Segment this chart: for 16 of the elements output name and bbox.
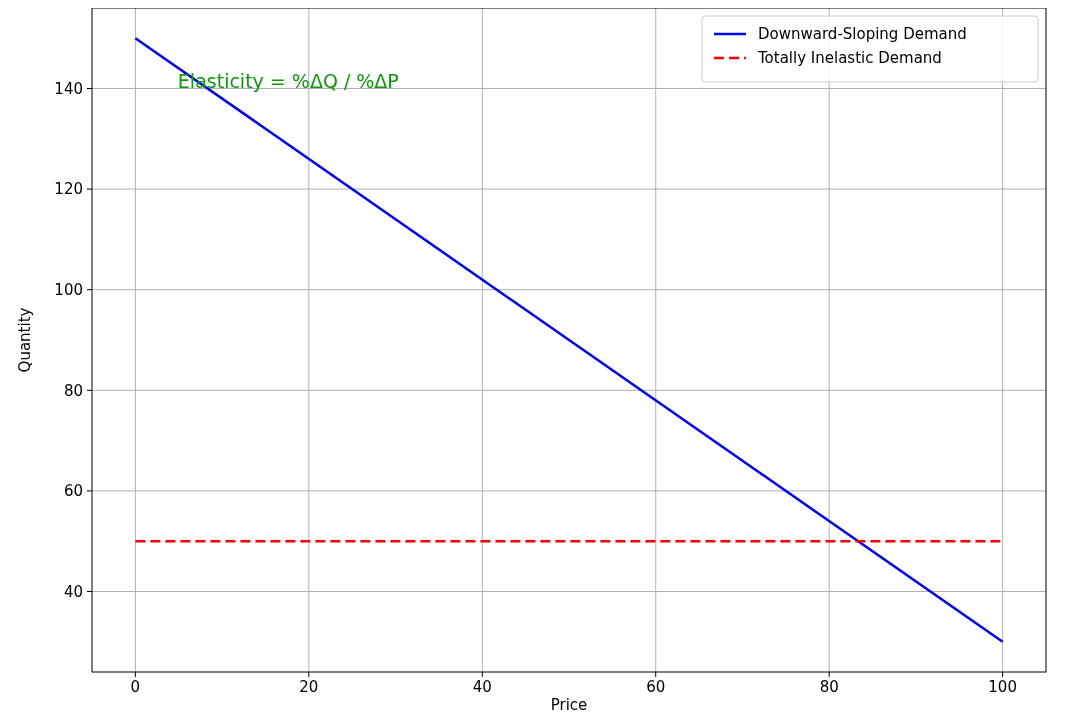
y-tick-label: 100 [54, 280, 83, 299]
y-tick-label: 40 [63, 582, 83, 601]
y-tick-label: 80 [63, 381, 83, 400]
y-axis-title: Quantity [16, 307, 34, 373]
legend-label: Totally Inelastic Demand [757, 49, 942, 68]
x-axis-title: Price [550, 696, 588, 714]
x-tick-label: 0 [130, 678, 141, 696]
y-tick-label: 60 [63, 482, 83, 501]
x-tick-label: 100 [988, 678, 1017, 696]
y-tick-label: 140 [54, 79, 83, 98]
y-tick-label: 120 [54, 180, 83, 199]
x-tick-label: 40 [472, 678, 492, 696]
x-tick-label: 80 [819, 678, 839, 696]
x-tick-label: 60 [646, 678, 666, 696]
legend-label: Downward-Sloping Demand [758, 25, 967, 44]
x-tick-label: 20 [299, 678, 319, 696]
